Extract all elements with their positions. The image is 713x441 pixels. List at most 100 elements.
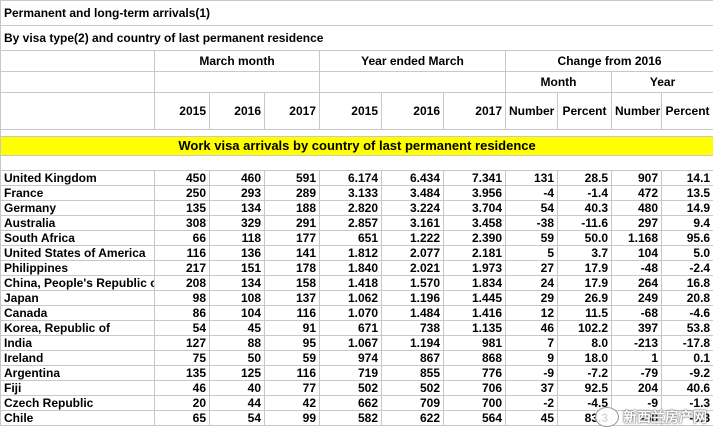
data-cell: 480 — [611, 200, 662, 216]
data-cell: 40.3 — [557, 200, 612, 216]
data-cell: 17.9 — [557, 275, 612, 291]
data-cell: 77 — [264, 380, 320, 396]
data-cell: 86 — [154, 305, 210, 321]
data-cell: 738 — [381, 320, 444, 336]
data-cell: 44 — [209, 395, 265, 411]
data-cell: -11.6 — [557, 215, 612, 231]
data-cell: 297 — [611, 215, 662, 231]
data-cell: 622 — [381, 410, 444, 426]
data-cell: 5 — [505, 245, 558, 261]
data-cell: 178 — [264, 260, 320, 276]
data-cell: 11.5 — [557, 305, 612, 321]
data-cell: 9 — [505, 350, 558, 366]
data-cell: 12 — [505, 305, 558, 321]
data-cell: 1.067 — [319, 335, 382, 351]
table-row: Korea, Republic of 54 45 91 671 738 1.135 46 102… — [0, 320, 713, 336]
data-cell: 42 — [264, 395, 320, 411]
data-cell: 6.434 — [381, 170, 444, 186]
country-name: Chile — [0, 410, 155, 426]
data-cell: 3.956 — [443, 185, 506, 201]
table-row: Chile 65 54 99 582 622 564 45 83.3 -58 -9.3 — [0, 410, 713, 426]
data-cell: 8.0 — [557, 335, 612, 351]
header-march-month: March month — [154, 50, 320, 72]
data-cell: 1.445 — [443, 290, 506, 306]
column-header: 2015 — [319, 92, 382, 130]
data-cell: 2.077 — [381, 245, 444, 261]
data-cell: 709 — [381, 395, 444, 411]
data-cell: -17.8 — [660, 335, 713, 351]
data-cell: 29 — [505, 290, 558, 306]
data-cell: 116 — [264, 305, 320, 321]
data-cell: 54 — [154, 320, 210, 336]
header-blank-cell — [154, 71, 320, 93]
data-cell: -1.4 — [557, 185, 612, 201]
data-cell: 776 — [443, 365, 506, 381]
data-cell: -9 — [505, 365, 558, 381]
data-cell: 27 — [505, 260, 558, 276]
data-cell: 88 — [209, 335, 265, 351]
data-cell: 65 — [154, 410, 210, 426]
data-cell: -58 — [611, 410, 662, 426]
data-cell: 472 — [611, 185, 662, 201]
data-cell: 460 — [209, 170, 265, 186]
table-row: India 127 88 95 1.067 1.194 981 7 8.0 -213 -17.8 — [0, 335, 713, 351]
table-row: Czech Republic 20 44 42 662 709 700 -2 -4.5 -9 -1.… — [0, 395, 713, 411]
data-cell: 118 — [209, 230, 265, 246]
data-cell: 582 — [319, 410, 382, 426]
data-cell: -48 — [611, 260, 662, 276]
data-cell: 3.224 — [381, 200, 444, 216]
data-cell: 9.4 — [660, 215, 713, 231]
table-row: Fiji 46 40 77 502 502 706 37 92.5 204 40.6 — [0, 380, 713, 396]
data-cell: 2.820 — [319, 200, 382, 216]
table-row: Japan 98 108 137 1.062 1.196 1.445 29 26.9 249 20.… — [0, 290, 713, 306]
data-cell: 1.222 — [381, 230, 444, 246]
table-row: Germany 135 134 188 2.820 3.224 3.704 54 40.3 480… — [0, 200, 713, 216]
data-cell: 1.973 — [443, 260, 506, 276]
data-cell: 2.857 — [319, 215, 382, 231]
header-blank-cell — [0, 71, 155, 93]
country-name: China, People's Republic of — [0, 275, 155, 291]
data-cell: 671 — [319, 320, 382, 336]
data-cell: 18.0 — [557, 350, 612, 366]
data-cell: 308 — [154, 215, 210, 231]
data-cell: 20.8 — [660, 290, 713, 306]
data-cell: 7 — [505, 335, 558, 351]
data-cell: 54 — [505, 200, 558, 216]
country-name: Fiji — [0, 380, 155, 396]
data-cell: 104 — [209, 305, 265, 321]
table-row: Canada 86 104 116 1.070 1.484 1.416 12 11.5 -68 -4… — [0, 305, 713, 321]
country-name: Canada — [0, 305, 155, 321]
data-cell: 46 — [505, 320, 558, 336]
data-cell: 59 — [264, 350, 320, 366]
data-cell: 83.3 — [557, 410, 612, 426]
data-cell: 102.2 — [557, 320, 612, 336]
data-cell: 54 — [209, 410, 265, 426]
section-band-label: Work visa arrivals by country of last pe… — [0, 136, 713, 156]
data-cell: 289 — [264, 185, 320, 201]
data-cell: 1.812 — [319, 245, 382, 261]
data-cell: -1.3 — [660, 395, 713, 411]
data-cell: 3.161 — [381, 215, 444, 231]
data-cell: 95 — [264, 335, 320, 351]
column-header: 2017 — [443, 92, 506, 130]
data-cell: 177 — [264, 230, 320, 246]
data-cell: 40 — [209, 380, 265, 396]
data-cell: 1.070 — [319, 305, 382, 321]
data-cell: -7.2 — [557, 365, 612, 381]
data-cell: 53.8 — [660, 320, 713, 336]
data-cell: 502 — [381, 380, 444, 396]
data-cell: 46 — [154, 380, 210, 396]
data-cell: 151 — [209, 260, 265, 276]
data-cell: 20 — [154, 395, 210, 411]
data-cell: 3.133 — [319, 185, 382, 201]
country-name: South Africa — [0, 230, 155, 246]
data-cell: 2.390 — [443, 230, 506, 246]
data-cell: 5.0 — [660, 245, 713, 261]
data-cell: -9 — [611, 395, 662, 411]
column-header: 2016 — [381, 92, 444, 130]
data-cell: 2.181 — [443, 245, 506, 261]
data-cell: -68 — [611, 305, 662, 321]
data-cell: 99 — [264, 410, 320, 426]
data-cell: 204 — [611, 380, 662, 396]
